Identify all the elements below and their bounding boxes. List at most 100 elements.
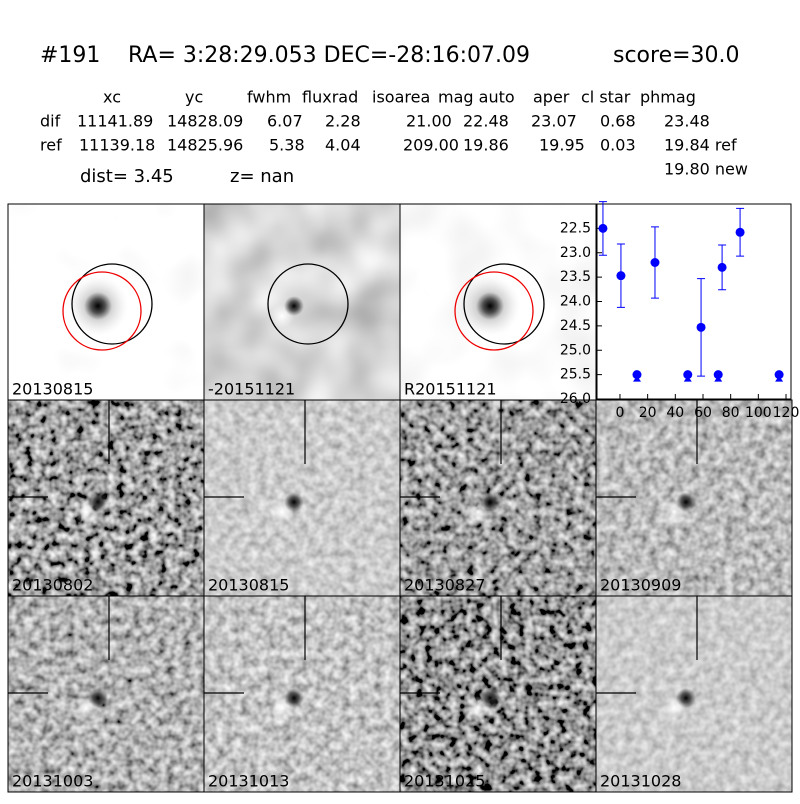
stamp: 20130815 <box>203 399 401 597</box>
y-tick-label: 26.0 <box>560 391 591 407</box>
table-cell: 14825.96 <box>167 136 243 155</box>
aperture <box>267 263 349 345</box>
column-header: xc <box>103 88 121 107</box>
table-cell: 19.84 ref <box>664 136 737 155</box>
stamp-label: 20131028 <box>600 772 681 791</box>
source-dark <box>676 492 696 512</box>
x-tick-label: 100 <box>745 405 772 421</box>
stamp-label: 20131025 <box>404 772 485 791</box>
x-tick-label: 40 <box>666 405 684 421</box>
column-header: aper <box>533 88 570 107</box>
score: score=30.0 <box>613 43 740 68</box>
stamp-label: 20131003 <box>12 772 93 791</box>
phmag-new: 19.80 new <box>664 160 748 179</box>
point <box>683 370 693 380</box>
point <box>696 322 706 332</box>
aperture <box>463 263 545 345</box>
point <box>717 262 727 272</box>
table-cell: 0.03 <box>600 136 636 155</box>
point <box>735 227 745 237</box>
stamp: 20131025 <box>399 595 597 793</box>
table-cell: 21.00 <box>406 112 452 131</box>
table-cell: ref <box>40 136 62 155</box>
source-dark <box>284 492 304 512</box>
table-cell: dif <box>40 112 61 131</box>
source-dark <box>676 688 696 708</box>
x-tick-label: 0 <box>616 405 625 421</box>
source-dark <box>476 292 504 320</box>
object-id: #191 <box>40 43 100 68</box>
point <box>632 370 642 380</box>
stamp-frame <box>595 595 793 793</box>
point <box>598 223 608 233</box>
table-cell: 209.00 <box>403 136 459 155</box>
y-tick-label: 25.5 <box>560 367 591 383</box>
table-cell: 14828.09 <box>167 112 243 131</box>
stamp: -20151121 <box>203 203 401 401</box>
y-tick-label: 24.5 <box>560 318 591 334</box>
stamp: R20151121 <box>399 203 597 401</box>
point <box>774 370 784 380</box>
table-cell: 19.86 <box>463 136 509 155</box>
point <box>650 258 660 267</box>
stamp: 20130827 <box>399 399 597 597</box>
column-header: fwhm <box>247 88 291 107</box>
table-cell: 4.04 <box>325 136 361 155</box>
stamp: 20130802 <box>7 399 205 597</box>
source-dark <box>88 688 108 708</box>
stamp-label: 20130802 <box>12 576 93 595</box>
aperture <box>71 263 153 345</box>
table-cell: 23.48 <box>664 112 710 131</box>
stamp: 20130909 <box>595 399 793 597</box>
stamp-label: 20130909 <box>600 576 681 595</box>
source-dark <box>88 492 108 512</box>
y-tick-label: 24.0 <box>560 294 591 310</box>
source-dark <box>480 492 500 512</box>
table-cell: 11141.89 <box>77 112 153 131</box>
table-cell: 2.28 <box>325 112 361 131</box>
x-tick-label: 20 <box>639 405 657 421</box>
column-header: phmag <box>640 88 696 107</box>
stamp-label: 20131013 <box>208 772 289 791</box>
stamp: 20131013 <box>203 595 401 793</box>
column-header: mag auto <box>438 88 515 107</box>
coordinates: RA= 3:28:29.053 DEC=-28:16:07.09 <box>128 43 530 68</box>
point <box>616 271 626 281</box>
column-header: yc <box>185 88 203 107</box>
column-header: cl star <box>581 88 631 107</box>
point <box>713 370 723 380</box>
column-header: fluxrad <box>302 88 358 107</box>
source-dark <box>284 296 304 316</box>
source-dark <box>84 292 112 320</box>
y-tick-label: 23.5 <box>560 269 591 285</box>
column-header: isoarea <box>372 88 430 107</box>
x-tick-label: 60 <box>694 405 712 421</box>
y-tick-label: 22.5 <box>560 220 591 236</box>
table-cell: 5.38 <box>269 136 305 155</box>
aperture-ref <box>62 271 142 351</box>
table-cell: 22.48 <box>463 112 509 131</box>
table-cell: 6.07 <box>267 112 303 131</box>
stamp: 20130815 <box>7 203 205 401</box>
plot-area <box>596 203 792 400</box>
stamp: 20131003 <box>7 595 205 793</box>
y-tick-label: 25.0 <box>560 342 591 358</box>
stamp-label: 20130827 <box>404 576 485 595</box>
source-dark <box>480 688 500 708</box>
source-dark <box>284 688 304 708</box>
stamp: 20131028 <box>595 595 793 793</box>
distance: dist= 3.45 <box>80 166 174 187</box>
stamp-label: 20130815 <box>12 380 93 399</box>
table-cell: 23.07 <box>531 112 577 131</box>
x-tick-label: 80 <box>722 405 740 421</box>
aperture-ref <box>454 271 534 351</box>
x-tick-label: 120 <box>773 405 800 421</box>
stamp-label: 20130815 <box>208 576 289 595</box>
stamp-label: -20151121 <box>208 380 295 399</box>
table-cell: 0.68 <box>600 112 636 131</box>
y-tick-label: 23.0 <box>560 245 591 261</box>
table-cell: 19.95 <box>539 136 585 155</box>
redshift: z= nan <box>230 166 294 187</box>
stamp-label: R20151121 <box>404 380 497 399</box>
